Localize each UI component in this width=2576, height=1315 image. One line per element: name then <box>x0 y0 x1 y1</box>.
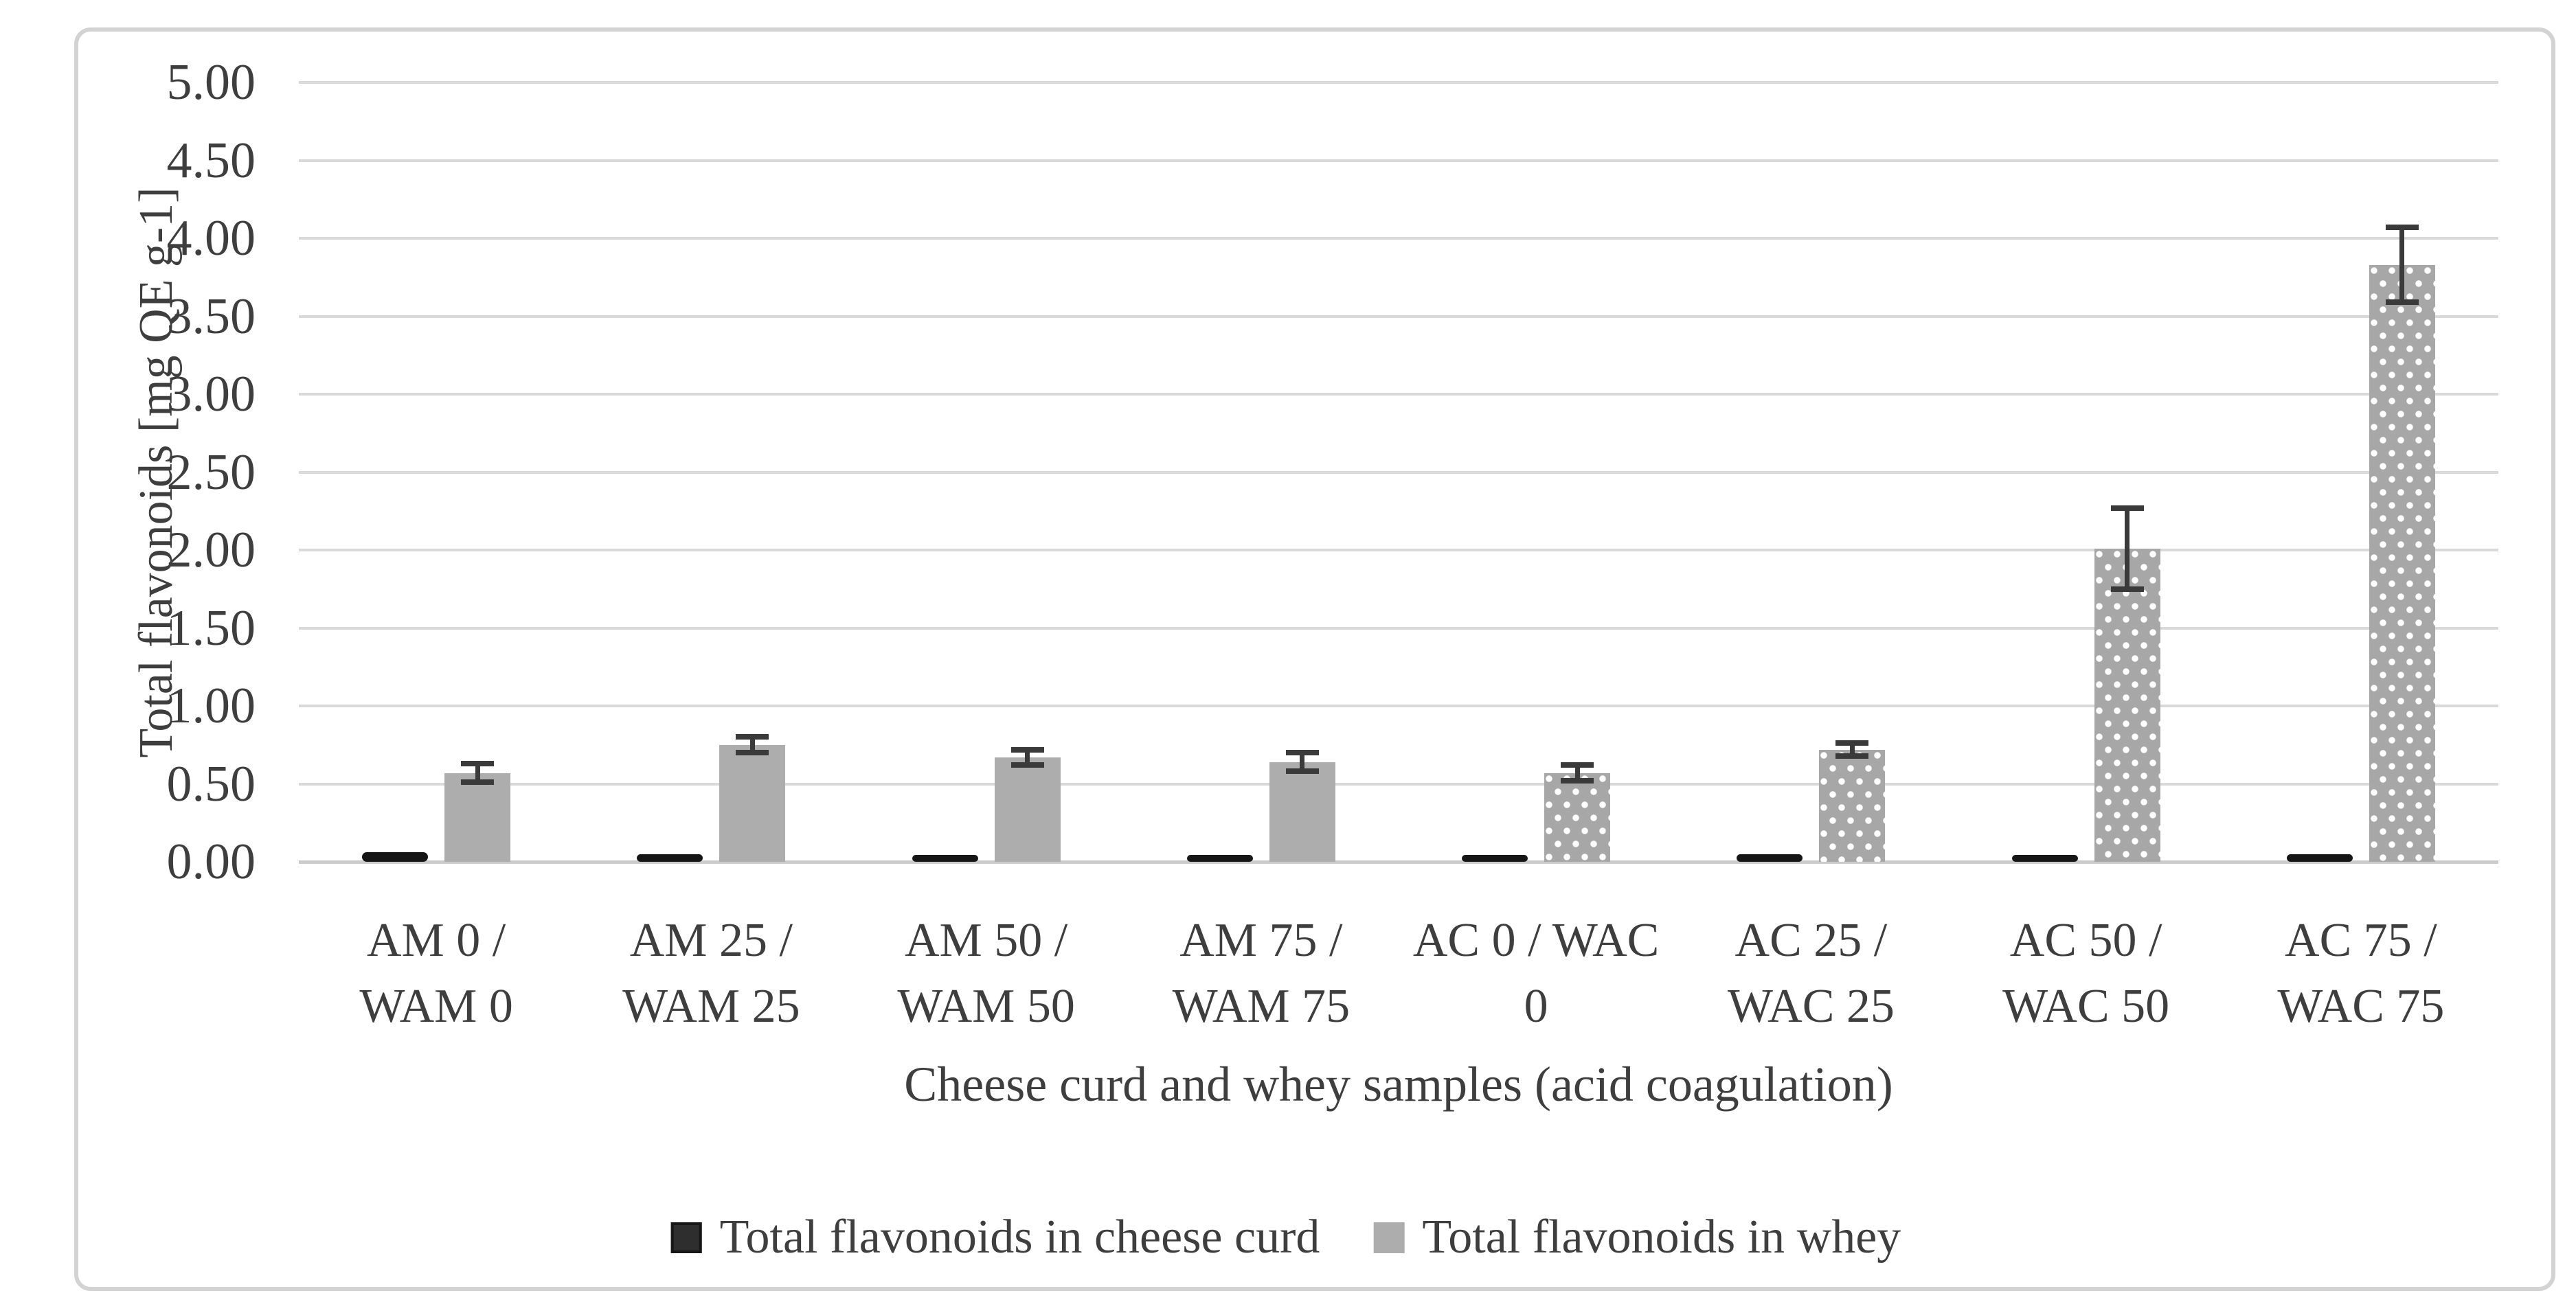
y-tick-label-1.50: 1.50 <box>166 599 256 656</box>
category-label-line: AM 50 / <box>905 914 1068 967</box>
y-tick-label-2.00: 2.00 <box>166 522 256 578</box>
legend: Total flavonoids in cheese curd Total fl… <box>670 1210 1901 1265</box>
error-bar-line-5 <box>1574 765 1580 781</box>
y-tick-label-2.50: 2.50 <box>166 444 256 501</box>
error-bar-cap-top-1 <box>461 760 495 766</box>
gridline-4.50 <box>299 159 2498 162</box>
error-bar-line-1 <box>475 763 480 783</box>
bar-cheese-curd-4 <box>1186 855 1253 862</box>
error-bar-line-7 <box>2125 507 2130 589</box>
category-label-line: AC 0 / WAC <box>1412 914 1660 967</box>
error-bar-cap-bottom-3 <box>1010 762 1044 768</box>
gridline-2.50 <box>299 470 2498 474</box>
bar-cheese-curd-8 <box>2286 854 2353 862</box>
bar-cheese-curd-6 <box>1737 854 1803 862</box>
category-label-line: WAC 50 <box>2002 980 2170 1033</box>
category-label-7: AC 50 / WAC 50 <box>1942 908 2230 1040</box>
gridline-3.00 <box>299 393 2498 396</box>
legend-item-cheese-curd: Total flavonoids in cheese curd <box>670 1210 1320 1265</box>
category-label-1: AM 0 / WAM 0 <box>292 908 580 1040</box>
bar-whey-7 <box>2094 548 2160 862</box>
legend-swatch-cheese-curd-icon <box>670 1222 702 1253</box>
category-label-4: AM 75 / WAM 75 <box>1117 908 1405 1040</box>
error-bar-cap-bottom-2 <box>736 750 769 756</box>
bar-whey-3 <box>994 757 1061 862</box>
error-bar-cap-top-2 <box>736 734 769 740</box>
legend-label-cheese-curd: Total flavonoids in cheese curd <box>719 1211 1320 1263</box>
gridline-0.50 <box>299 782 2498 786</box>
category-label-line: AC 25 / <box>1735 914 1888 967</box>
gridline-4.00 <box>299 237 2498 240</box>
y-tick-label-0.00: 0.00 <box>166 834 256 890</box>
error-bar-line-3 <box>1025 749 1030 766</box>
category-label-6: AC 25 / WAC 25 <box>1667 908 1955 1040</box>
y-tick-label-1.00: 1.00 <box>166 678 256 734</box>
gridline-5.00 <box>299 81 2498 84</box>
y-tick-label-0.50: 0.50 <box>166 755 256 812</box>
category-label-3: AM 50 / WAM 50 <box>842 908 1131 1040</box>
y-tick-label-4.00: 4.00 <box>166 210 256 266</box>
error-bar-cap-bottom-6 <box>1835 753 1869 759</box>
category-label-line: WAM 0 <box>359 980 513 1033</box>
error-bar-cap-top-4 <box>1285 750 1319 756</box>
error-bar-cap-bottom-8 <box>2385 299 2419 306</box>
y-tick-label-3.50: 3.50 <box>166 288 256 345</box>
error-bar-cap-top-6 <box>1835 740 1869 746</box>
category-label-line: WAC 75 <box>2277 980 2445 1033</box>
category-label-line: AM 25 / <box>629 914 793 967</box>
error-bar-line-8 <box>2399 227 2405 303</box>
y-tick-label-3.00: 3.00 <box>166 366 256 422</box>
gridline-0.00 <box>299 860 2498 864</box>
category-label-line: WAM 50 <box>897 980 1075 1033</box>
category-label-8: AC 75 / WAC 75 <box>2217 908 2505 1040</box>
category-label-2: AM 25 / WAM 25 <box>567 908 855 1040</box>
bar-cheese-curd-7 <box>2011 855 2078 862</box>
category-label-line: 0 <box>1524 980 1548 1033</box>
bar-whey-1 <box>444 773 511 862</box>
category-label-line: WAM 75 <box>1172 980 1351 1033</box>
bar-cheese-curd-5 <box>1462 855 1528 862</box>
x-axis-title: Cheese curd and whey samples (acid coagu… <box>904 1057 1893 1112</box>
error-bar-line-2 <box>749 737 755 753</box>
error-bar-cap-bottom-4 <box>1285 768 1319 775</box>
bar-whey-8 <box>2369 264 2435 862</box>
error-bar-cap-top-8 <box>2385 225 2419 231</box>
error-bar-cap-bottom-5 <box>1561 777 1594 784</box>
gridline-1.00 <box>299 705 2498 707</box>
bar-whey-5 <box>1544 773 1611 862</box>
error-bar-cap-top-7 <box>2110 505 2144 511</box>
legend-swatch-whey-icon <box>1373 1222 1405 1253</box>
gridline-2.00 <box>299 549 2498 551</box>
bar-cheese-curd-3 <box>912 855 978 862</box>
error-bar-cap-bottom-1 <box>461 779 495 786</box>
category-label-5: AC 0 / WAC 0 <box>1392 908 1680 1040</box>
category-label-line: AM 0 / <box>367 914 506 967</box>
gridline-3.50 <box>299 315 2498 318</box>
category-label-line: AC 50 / <box>2009 914 2162 967</box>
y-tick-label-5.00: 5.00 <box>166 54 256 111</box>
gridline-1.50 <box>299 626 2498 630</box>
bar-cheese-curd-2 <box>637 854 703 862</box>
error-bar-cap-top-3 <box>1010 746 1044 753</box>
bar-cheese-curd-1 <box>362 852 429 862</box>
category-label-line: AM 75 / <box>1179 914 1343 967</box>
category-label-line: AC 75 / <box>2285 914 2437 967</box>
legend-label-whey: Total flavonoids in whey <box>1422 1211 1901 1263</box>
bar-whey-2 <box>719 744 786 862</box>
category-label-line: WAC 25 <box>1727 980 1895 1033</box>
error-bar-line-4 <box>1300 753 1305 772</box>
legend-item-whey: Total flavonoids in whey <box>1373 1210 1901 1265</box>
bar-whey-6 <box>1819 749 1886 862</box>
error-bar-line-6 <box>1849 743 1855 756</box>
error-bar-cap-top-5 <box>1561 762 1594 768</box>
error-bar-cap-bottom-7 <box>2110 586 2144 592</box>
category-label-line: WAM 25 <box>622 980 800 1033</box>
y-tick-label-4.50: 4.50 <box>166 132 256 189</box>
bar-whey-4 <box>1269 762 1335 862</box>
